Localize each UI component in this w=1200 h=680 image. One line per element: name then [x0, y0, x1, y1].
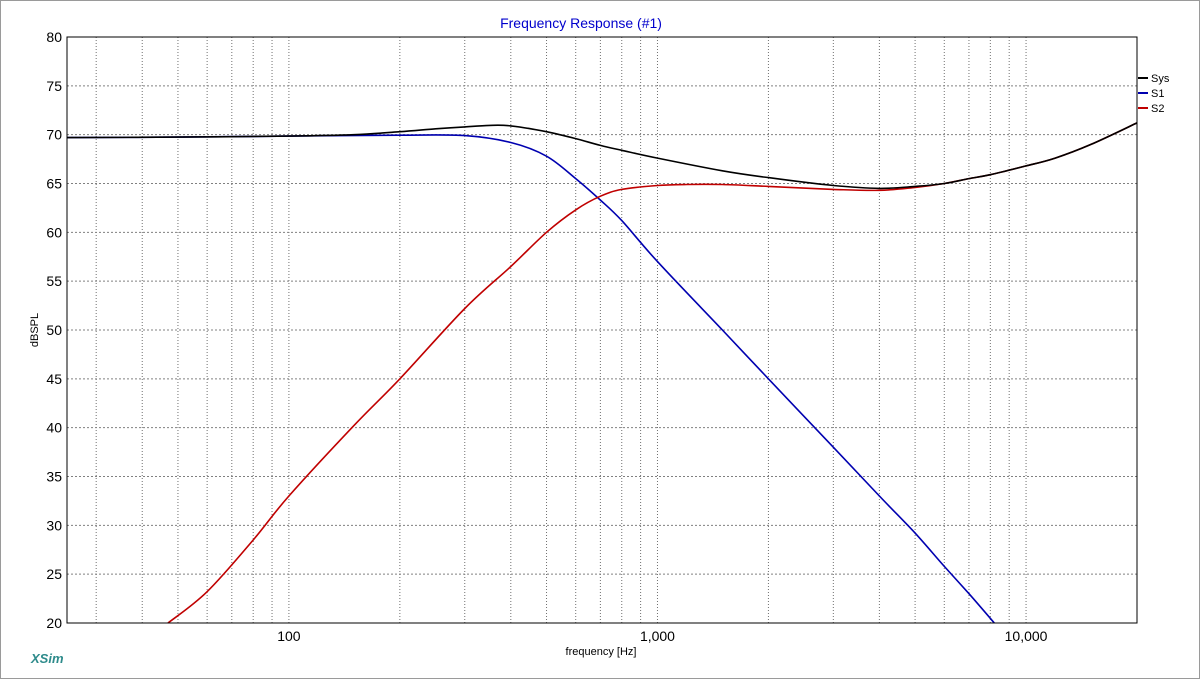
legend-label-s1: S1	[1151, 88, 1164, 100]
y-tick-label: 25	[46, 566, 62, 582]
y-axis-label: dBSPL	[29, 313, 41, 347]
y-tick-label: 60	[46, 224, 62, 240]
legend-label-s2: S2	[1151, 103, 1164, 115]
grid	[67, 37, 1137, 623]
y-tick-label: 55	[46, 273, 62, 289]
y-tick-label: 35	[46, 469, 62, 485]
y-tick-label: 40	[46, 420, 62, 436]
y-tick-label: 70	[46, 127, 62, 143]
series-line-s2	[167, 122, 1138, 624]
x-tick-label: 10,000	[1005, 628, 1048, 644]
plot-area-border	[66, 36, 1138, 624]
xsim-brand-text: XSim	[30, 651, 64, 666]
x-axis-label: frequency [Hz]	[566, 646, 637, 658]
legend: Sys S1 S2	[1138, 73, 1170, 115]
y-tick-label: 80	[46, 29, 62, 45]
tick-labels: 20 25 30 35 40 45 50 55 60 65 70 75 80 100 1,000 10,000	[46, 29, 1047, 644]
x-tick-label: 1,000	[640, 628, 675, 644]
chart-title: Frequency Response (#1)	[500, 15, 662, 31]
y-tick-label: 75	[46, 78, 62, 94]
y-tick-label: 65	[46, 176, 62, 192]
y-tick-label: 45	[46, 371, 62, 387]
x-tick-label: 100	[277, 628, 301, 644]
series-lines	[66, 122, 1138, 624]
legend-label-sys: Sys	[1151, 73, 1170, 85]
y-tick-label: 50	[46, 322, 62, 338]
y-tick-label: 30	[46, 517, 62, 533]
series-line-sys	[66, 122, 1138, 190]
y-tick-label: 20	[46, 615, 62, 631]
